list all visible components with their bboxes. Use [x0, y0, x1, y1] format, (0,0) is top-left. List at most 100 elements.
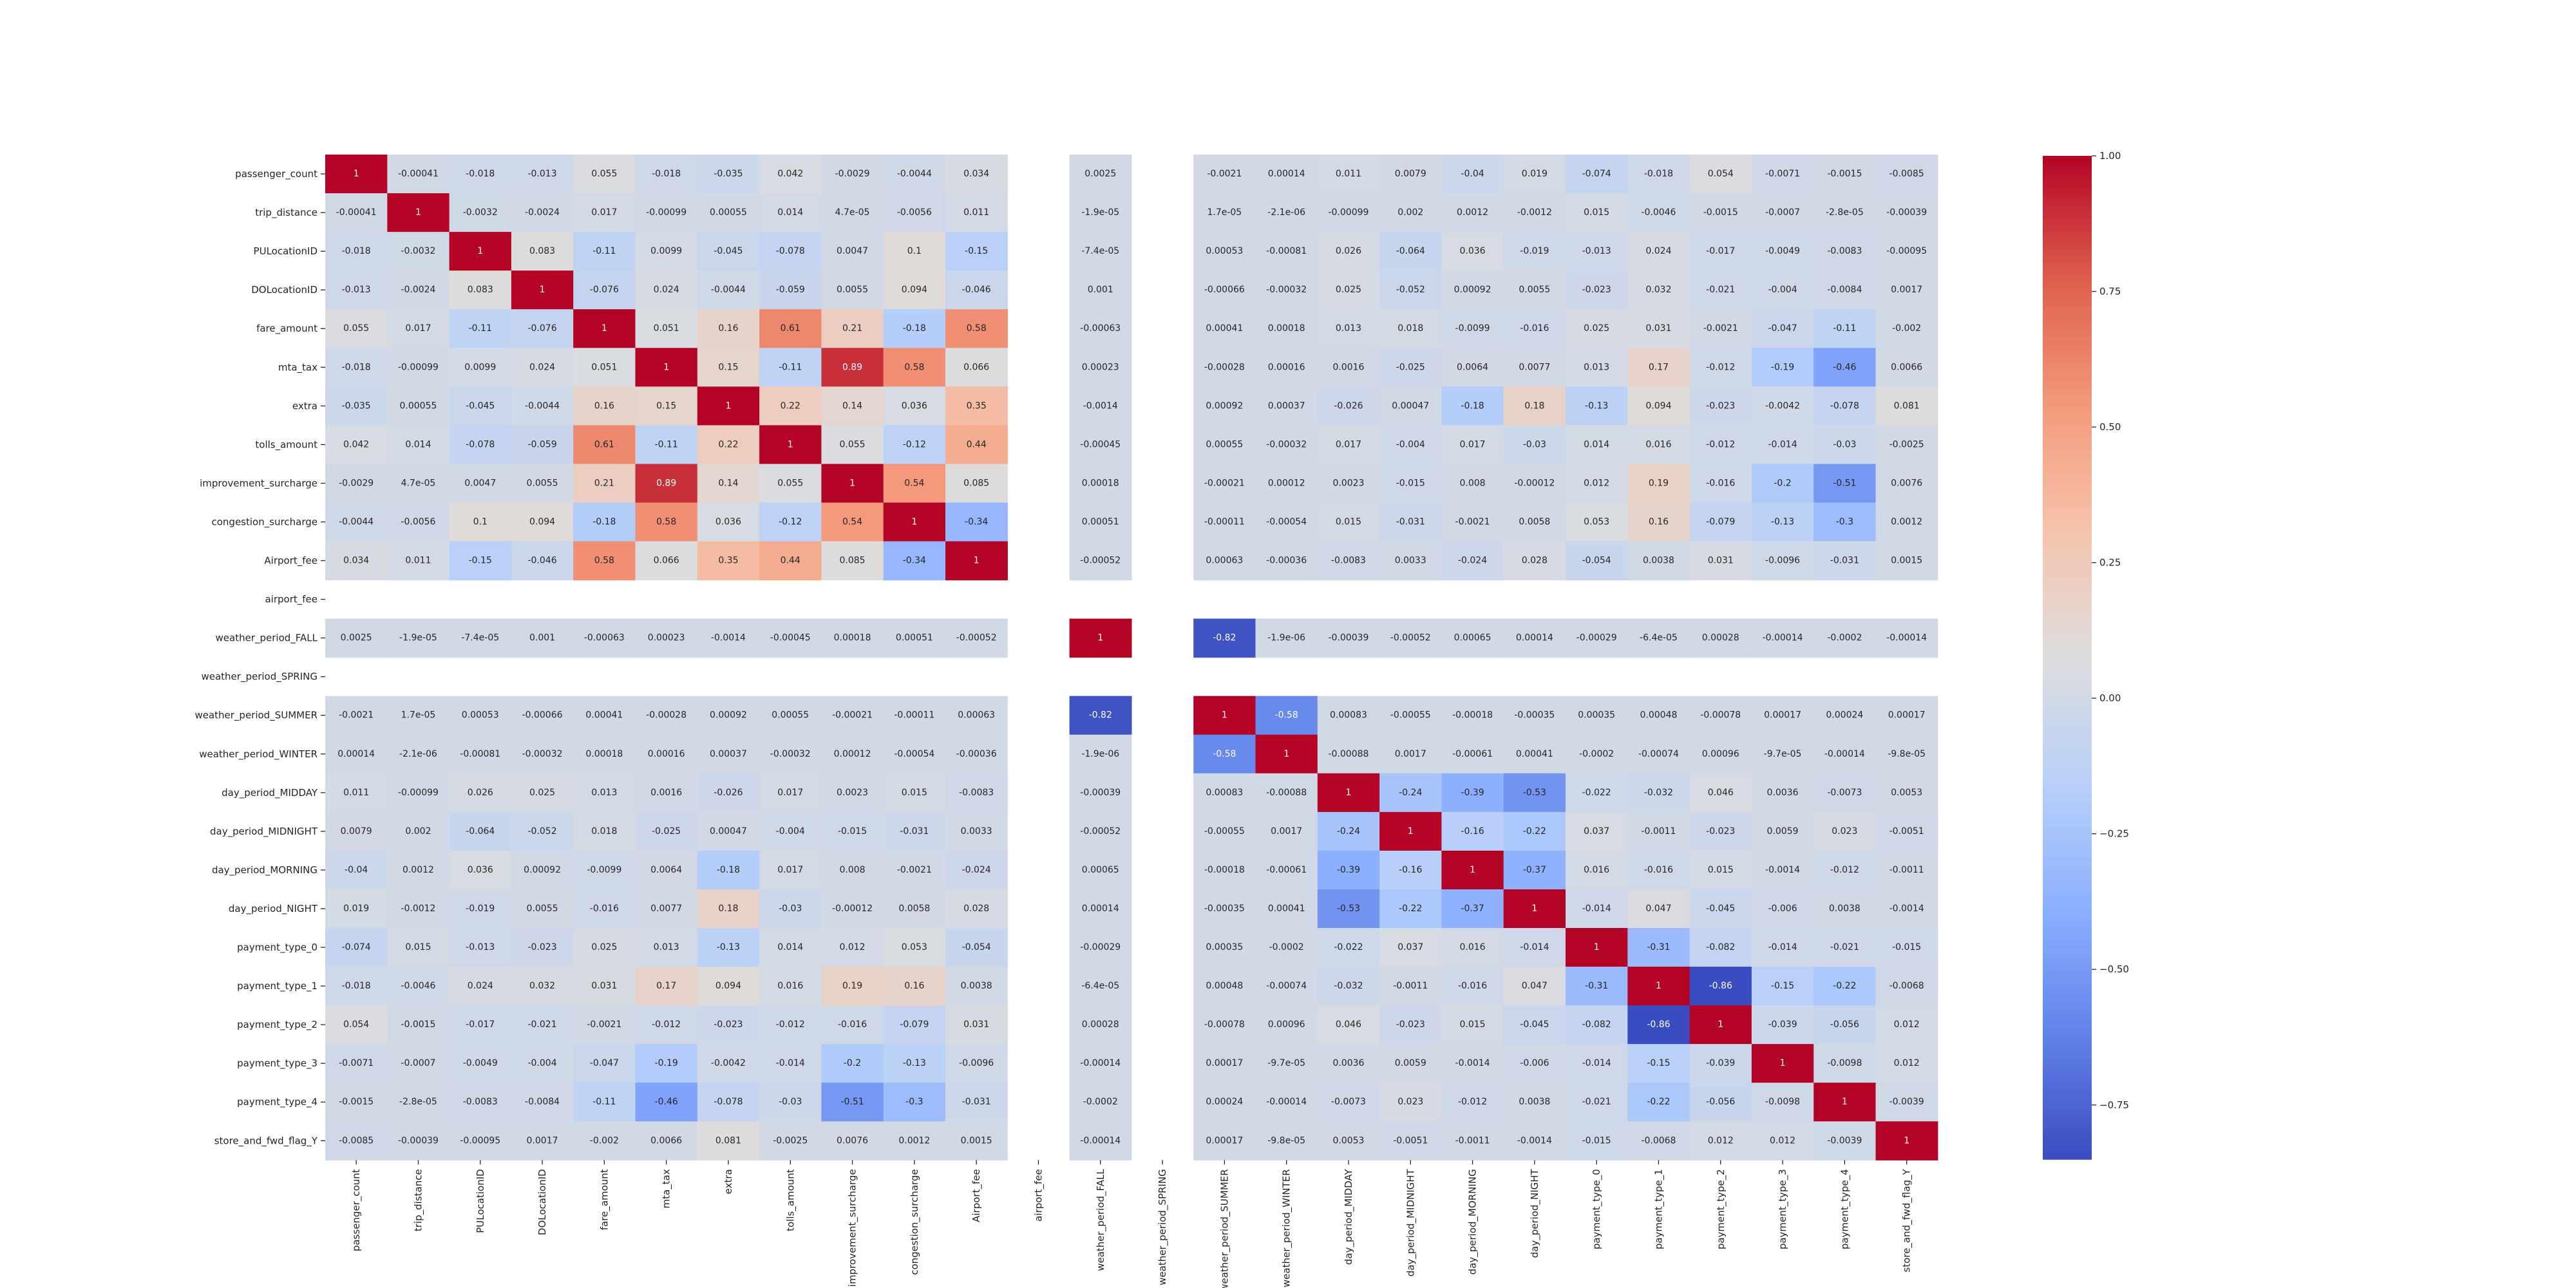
heatmap-cell-25-6 [697, 1121, 760, 1160]
heatmap-cell-16-4 [573, 773, 636, 813]
heatmap-cell-12-21 [1627, 618, 1690, 658]
heatmap-cell-21-5 [635, 967, 698, 1006]
cell-annotation-5-9: 0.58 [904, 362, 924, 372]
heatmap-cell-16-0 [325, 773, 388, 813]
cell-annotation-6-15: 0.00037 [1268, 401, 1305, 411]
cell-annotation-21-1: -0.0046 [401, 981, 435, 991]
cell-annotation-14-17: -0.00055 [1390, 710, 1431, 721]
colorbar-segment-72 [2043, 607, 2092, 614]
heatmap-cell-10-15 [1255, 541, 1318, 581]
cell-annotation-21-9: 0.16 [904, 981, 924, 991]
heatmap-cell-20-17 [1379, 928, 1442, 967]
heatmap-cell-5-15 [1255, 348, 1318, 387]
cell-annotation-2-7: -0.078 [776, 246, 805, 256]
cell-annotation-25-23: 0.012 [1770, 1135, 1795, 1146]
x-tick-label-15: weather_period_WINTER [1281, 1169, 1293, 1287]
colorbar-segment-34 [2043, 369, 2092, 376]
heatmap-cell-17-24 [1814, 811, 1877, 851]
heatmap-cell-21-2 [449, 967, 512, 1006]
colorbar-segment-121 [2043, 914, 2092, 922]
heatmap-cell-19-15 [1255, 889, 1318, 929]
x-tick-label-20: payment_type_0 [1591, 1169, 1603, 1249]
cell-annotation-24-15: -0.00014 [1266, 1097, 1307, 1107]
cell-annotation-14-24: 0.00024 [1826, 710, 1863, 721]
heatmap-cell-15-12 [1069, 734, 1132, 774]
x-tick-label-12: weather_period_FALL [1095, 1169, 1107, 1271]
heatmap-cell-5-10 [945, 348, 1008, 387]
colorbar-segment-9 [2043, 212, 2092, 220]
y-tick-label-20: payment_type_0 [237, 942, 317, 954]
cell-annotation-8-2: 0.0047 [464, 478, 496, 488]
heatmap-cell-12-0 [325, 618, 388, 658]
cell-annotation-5-4: 0.051 [591, 362, 617, 372]
cell-annotation-10-0: 0.034 [343, 556, 369, 566]
cell-annotation-3-20: -0.023 [1582, 285, 1611, 295]
heatmap-cell-0-3 [511, 155, 574, 194]
heatmap-cell-19-9 [883, 889, 946, 929]
cell-annotation-7-10: 0.44 [967, 439, 987, 450]
heatmap-cell-25-24 [1814, 1121, 1877, 1160]
cell-annotation-19-0: 0.019 [343, 904, 369, 914]
heatmap-cell-18-8 [821, 850, 884, 890]
cell-annotation-12-5: 0.00023 [648, 633, 685, 643]
x-tick-label-14: weather_period_SUMMER [1218, 1169, 1231, 1288]
heatmap-cell-14-19 [1503, 696, 1566, 735]
cell-annotation-17-9: -0.031 [900, 826, 929, 837]
heatmap-cell-23-12 [1069, 1044, 1132, 1083]
colorbar-segment-44 [2043, 431, 2092, 439]
heatmap-cell-19-1 [387, 889, 450, 929]
heatmap-cell-21-22 [1689, 967, 1752, 1006]
cell-annotation-14-15: -0.58 [1275, 710, 1298, 721]
cell-annotation-10-9: -0.34 [903, 556, 926, 566]
cell-annotation-20-6: -0.13 [717, 942, 740, 952]
cell-annotation-4-10: 0.58 [967, 323, 987, 334]
cell-annotation-24-16: -0.0073 [1331, 1097, 1366, 1107]
heatmap-cell-9-25 [1875, 502, 1938, 542]
heatmap-cell-20-18 [1441, 928, 1504, 967]
colorbar-segment-88 [2043, 707, 2092, 715]
colorbar-segment-138 [2043, 1021, 2092, 1028]
cell-annotation-9-15: -0.00054 [1266, 516, 1307, 527]
cell-annotation-1-12: -1.9e-05 [1081, 207, 1119, 218]
cell-annotation-21-10: 0.0038 [961, 981, 992, 991]
colorbar-segment-83 [2043, 676, 2092, 683]
heatmap-cell-6-9 [883, 386, 946, 426]
heatmap-cell-21-6 [697, 967, 760, 1006]
cell-annotation-9-17: -0.031 [1396, 516, 1425, 527]
colorbar-segment-153 [2043, 1115, 2092, 1122]
cell-annotation-18-18: 1 [1470, 865, 1475, 875]
colorbar-segment-81 [2043, 663, 2092, 671]
heatmap-cell-20-22 [1689, 928, 1752, 967]
heatmap-cell-18-23 [1751, 850, 1814, 890]
cell-annotation-2-15: -0.00081 [1266, 246, 1307, 256]
heatmap-cell-8-15 [1255, 464, 1318, 504]
heatmap-cell-1-19 [1503, 193, 1566, 232]
heatmap-cell-18-3 [511, 850, 574, 890]
cell-annotation-8-8: 1 [849, 478, 855, 488]
colorbar-segment-140 [2043, 1034, 2092, 1041]
cell-annotation-23-2: -0.0049 [463, 1058, 498, 1068]
cell-annotation-4-6: 0.16 [718, 323, 738, 334]
cell-annotation-6-12: -0.0014 [1083, 401, 1118, 411]
heatmap-cell-8-19 [1503, 464, 1566, 504]
heatmap-cell-22-20 [1566, 1005, 1628, 1045]
heatmap-cell-10-14 [1193, 541, 1256, 581]
cell-annotation-10-8: 0.085 [840, 556, 866, 566]
heatmap-cell-12-23 [1751, 618, 1814, 658]
heatmap-cell-19-3 [511, 889, 574, 929]
colorbar-segment-59 [2043, 526, 2092, 533]
cell-annotation-24-20: -0.021 [1582, 1097, 1611, 1107]
colorbar-segment-154 [2043, 1121, 2092, 1129]
heatmap-cell-16-21 [1627, 773, 1690, 813]
cell-annotation-22-18: 0.015 [1460, 1019, 1486, 1030]
heatmap-cell-25-1 [387, 1121, 450, 1160]
cell-annotation-18-3: 0.00092 [524, 865, 561, 875]
colorbar-tick-label-3: 0.25 [2099, 557, 2121, 569]
colorbar-segment-22 [2043, 294, 2092, 301]
cell-annotation-5-15: 0.00016 [1268, 362, 1305, 372]
cell-annotation-3-23: -0.004 [1768, 285, 1797, 295]
heatmap-cell-14-24 [1814, 696, 1877, 735]
heatmap-cell-17-5 [635, 811, 698, 851]
heatmap-cell-17-22 [1689, 811, 1752, 851]
heatmap-cell-18-5 [635, 850, 698, 890]
